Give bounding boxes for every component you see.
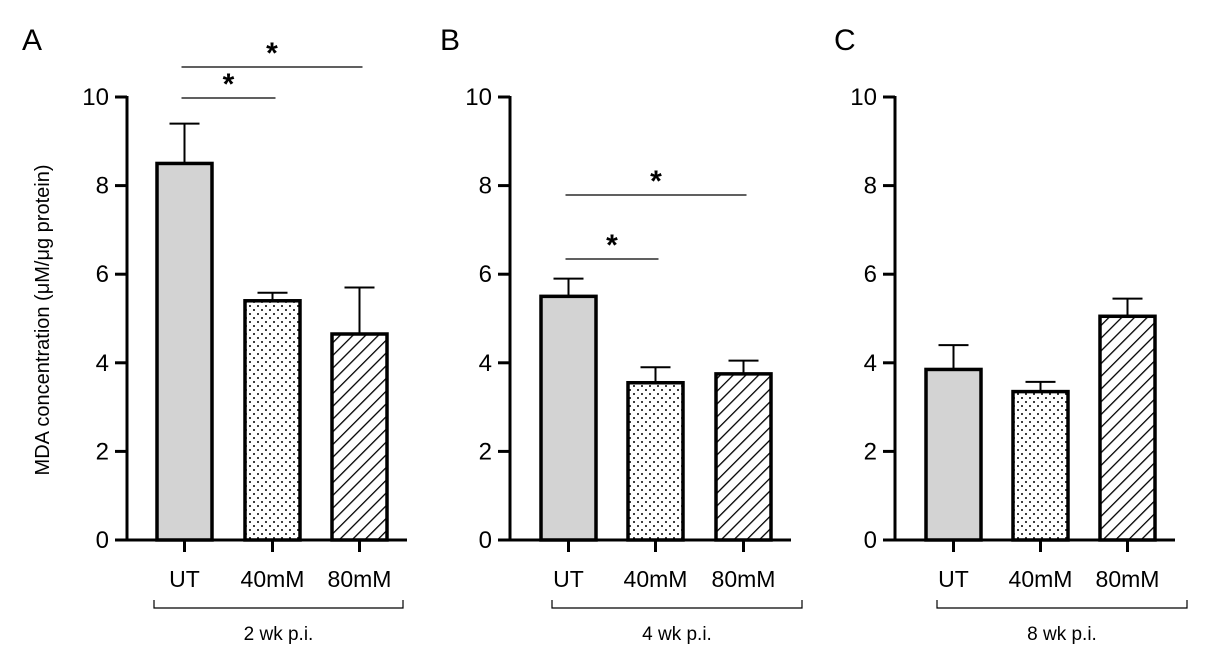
y-tick-label-a-8: 8 — [96, 173, 109, 200]
y-tick-label-b-6: 6 — [479, 261, 492, 288]
x-tick-label-a-UT: UT — [169, 566, 200, 592]
x-tick-label-a-80mM: 80mM — [328, 566, 392, 592]
bar-b-40mM — [626, 380, 685, 542]
y-tick-label-c-10: 10 — [850, 84, 877, 111]
bar-c-UT — [924, 367, 983, 542]
x-tick-label-b-UT: UT — [553, 566, 584, 592]
x-tick-label-a-40mM: 40mM — [241, 566, 305, 592]
group-label-b: 4 wk p.i. — [642, 624, 712, 645]
group-label-a: 2 wk p.i. — [244, 624, 314, 645]
y-tick-label-c-6: 6 — [864, 261, 877, 288]
y-tick-label-b-2: 2 — [479, 438, 492, 465]
x-tick-label-c-UT: UT — [938, 566, 969, 592]
y-tick-label-b-8: 8 — [479, 173, 492, 200]
y-tick-label-a-2: 2 — [96, 438, 109, 465]
bar-b-80mM — [714, 372, 773, 542]
panel-letter-c: C — [834, 24, 856, 57]
y-tick-label-b-4: 4 — [479, 350, 492, 377]
y-tick-label-b-10: 10 — [465, 84, 492, 111]
significance-star-b-2: * — [650, 165, 662, 198]
group-bracket-c — [936, 600, 1188, 609]
x-tick-label-b-40mM: 40mM — [624, 566, 688, 592]
bar-a-40mM — [243, 299, 302, 542]
y-tick-label-c-4: 4 — [864, 350, 877, 377]
y-tick-label-a-0: 0 — [96, 527, 109, 554]
panel-letter-a: A — [22, 24, 42, 57]
panel-letter-b: B — [440, 24, 460, 57]
x-tick-label-b-80mM: 80mM — [712, 566, 776, 592]
y-axis-label: MDA concentration (μM/μg protein) — [32, 165, 54, 476]
panel-b: B 0 2 4 6 8 10 UT 40mM 80mM 4 wk p.i. * * — [440, 24, 803, 645]
y-tick-label-c-0: 0 — [864, 527, 877, 554]
bar-b-UT — [539, 294, 598, 542]
y-tick-label-b-0: 0 — [479, 527, 492, 554]
significance-star-b-1: * — [606, 229, 618, 262]
y-tick-label-a-6: 6 — [96, 261, 109, 288]
group-bracket-a — [153, 600, 404, 609]
y-tick-label-a-4: 4 — [96, 350, 109, 377]
panel-a: A 0 2 4 6 8 10 UT 40mM 80mM 2 wk p.i. * * — [22, 24, 407, 645]
y-tick-label-c-8: 8 — [864, 173, 877, 200]
group-bracket-b — [551, 600, 803, 609]
y-tick-label-a-10: 10 — [82, 84, 109, 111]
bar-a-80mM — [330, 332, 389, 542]
x-tick-label-c-40mM: 40mM — [1009, 566, 1073, 592]
y-tick-label-c-2: 2 — [864, 438, 877, 465]
x-tick-label-c-80mM: 80mM — [1096, 566, 1160, 592]
group-label-c: 8 wk p.i. — [1027, 624, 1097, 645]
bar-c-40mM — [1011, 389, 1070, 542]
significance-star-a-1: * — [223, 68, 235, 101]
bar-c-80mM — [1098, 314, 1157, 542]
significance-star-a-2: * — [266, 37, 278, 70]
bar-a-UT — [155, 161, 214, 542]
panel-c: C 0 2 4 6 8 10 UT 40mM 80mM 8 wk p.i. — [834, 24, 1188, 645]
